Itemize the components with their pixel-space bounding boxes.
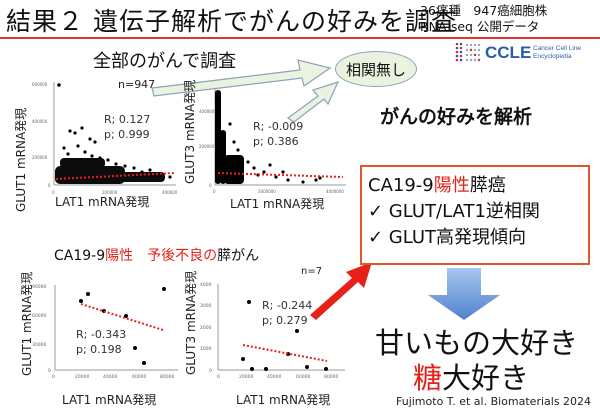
- plot4-scatter: 4000 3000 2000 1000 0 0 20000 40000 60000 80000: [200, 282, 345, 380]
- svg-text:0: 0: [52, 374, 55, 380]
- svg-text:400000: 400000: [162, 190, 178, 195]
- dataset-info-line2: RNA-seq 公開データ: [420, 19, 540, 34]
- no-correlation-bubble: 相関無し: [335, 51, 417, 87]
- svg-text:80000: 80000: [160, 374, 174, 380]
- n-all-label: n=947: [118, 78, 156, 91]
- plot1-scatter: 600000 400000 200000 0 0 200000 400000: [32, 82, 178, 195]
- svg-text:0: 0: [48, 368, 51, 374]
- n-small-label: n=7: [301, 266, 323, 277]
- findings-line1-suffix: 膵癌: [469, 175, 506, 196]
- svg-text:80000: 80000: [324, 374, 338, 380]
- ca199-heading-prefix: CA19-9: [54, 248, 106, 264]
- plot3-scatter: 90000 60000 30000 0 0 20000 40000 60000 80000: [32, 284, 178, 380]
- svg-text:Encyclopedia: Encyclopedia: [533, 53, 572, 60]
- svg-text:200000: 200000: [199, 144, 215, 149]
- dataset-info-line1: 36癌種 947癌細胞株: [420, 3, 548, 18]
- findings-box: CA19-9陽性膵癌 ✓ GLUT/LAT1逆相関 ✓ GLUT高発現傾向: [360, 165, 590, 265]
- plot2-stats: R; -0.009 p; 0.386: [253, 120, 304, 148]
- citation: Fujimoto T. et al. Biomaterials 2024: [396, 395, 592, 408]
- ccle-logo: CCLE Cancer Cell Line Encyclopedia: [453, 41, 598, 63]
- no-correlation-text: 相関無し: [345, 60, 406, 79]
- svg-text:2000000: 2000000: [258, 189, 276, 194]
- findings-line1-red: 陽性: [433, 175, 470, 196]
- findings-line1: CA19-9陽性膵癌: [368, 173, 582, 199]
- svg-text:40000: 40000: [267, 374, 281, 380]
- svg-text:20000: 20000: [75, 374, 89, 380]
- svg-text:4000000: 4000000: [326, 189, 344, 194]
- svg-text:90000: 90000: [32, 284, 46, 290]
- svg-text:30000: 30000: [32, 342, 46, 348]
- svg-text:0: 0: [209, 368, 212, 374]
- conclusion-line1: 甘いもの大好き: [375, 326, 579, 360]
- plot3-stats: R; -0.343 p; 0.198: [76, 328, 127, 356]
- conclusion-rest: 大好き: [442, 361, 530, 395]
- conclusion-sugar: 糖: [413, 361, 443, 395]
- title-divider: [0, 37, 600, 39]
- svg-text:200000: 200000: [32, 155, 48, 160]
- arrow-down-icon: [428, 268, 500, 320]
- findings-line3: ✓ GLUT高発現傾向: [368, 227, 527, 248]
- svg-text:Cancer Cell Line: Cancer Cell Line: [533, 45, 581, 52]
- svg-text:0: 0: [48, 183, 51, 188]
- arrow-up-right-icon: [286, 81, 340, 123]
- findings-line2: ✓ GLUT/LAT1逆相関: [368, 201, 540, 222]
- ccle-logo-graphic: CCLE Cancer Cell Line Encyclopedia: [455, 42, 581, 62]
- svg-text:1000: 1000: [200, 346, 212, 352]
- plot1-ylabel: GLUT1 mRNA発現: [14, 107, 28, 212]
- svg-text:4000: 4000: [200, 282, 212, 288]
- plot2-xlabel: LAT1 mRNA発現: [230, 197, 325, 211]
- ca199-heading: CA19-9陽性 予後不良の膵がん: [54, 245, 259, 265]
- plot4-xlabel: LAT1 mRNA発現: [236, 393, 331, 407]
- svg-text:60000: 60000: [32, 313, 46, 319]
- svg-text:CCLE: CCLE: [485, 43, 531, 62]
- plot2-ylabel: GLUT3 mRNA発現: [183, 79, 197, 184]
- svg-text:0: 0: [217, 374, 220, 380]
- plot3-xlabel: LAT1 mRNA発現: [62, 393, 157, 407]
- conclusion-line2: 糖大好き: [413, 355, 529, 397]
- dataset-info: 36癌種 947癌細胞株 RNA-seq 公開データ: [420, 3, 547, 35]
- all-cancer-label: 全部のがんで調査: [93, 51, 237, 72]
- svg-text:60000: 60000: [132, 374, 146, 380]
- svg-text:0: 0: [213, 189, 216, 194]
- svg-text:20000: 20000: [239, 374, 253, 380]
- svg-text:0: 0: [52, 190, 55, 195]
- svg-text:40000: 40000: [103, 374, 117, 380]
- ca199-heading-suffix: 膵がん: [217, 248, 260, 264]
- analyze-label: がんの好みを解析: [380, 106, 533, 128]
- svg-text:0: 0: [209, 183, 212, 188]
- ca199-heading-red: 陽性 予後不良の: [105, 248, 218, 264]
- plot1-xlabel: LAT1 mRNA発現: [55, 195, 150, 209]
- svg-text:2000: 2000: [200, 325, 212, 331]
- svg-text:600000: 600000: [32, 82, 48, 87]
- slide-title: 結果２ 遺伝子解析でがんの好みを調査: [6, 7, 457, 36]
- plot4-stats: R; -0.244 p; 0.279: [262, 299, 313, 327]
- svg-text:400000: 400000: [199, 109, 215, 114]
- plot1-stats: R; 0.127 p; 0.999: [104, 113, 151, 141]
- arrow-red-icon: [310, 262, 372, 320]
- findings-line1-prefix: CA19-9: [368, 175, 434, 196]
- svg-text:60000: 60000: [296, 374, 310, 380]
- svg-text:400000: 400000: [32, 119, 48, 124]
- svg-text:3000: 3000: [200, 303, 212, 309]
- arrow-right-icon: [151, 59, 332, 97]
- svg-text:200000: 200000: [102, 190, 118, 195]
